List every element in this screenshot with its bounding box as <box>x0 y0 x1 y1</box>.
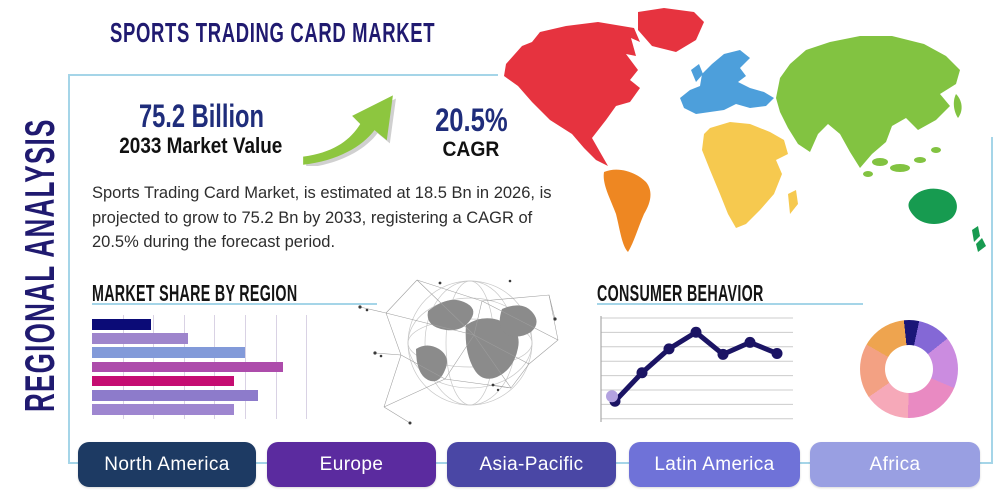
section-title-consumer-behavior: CONSUMER BEHAVIOR <box>597 280 764 306</box>
frame-line-right <box>991 137 993 464</box>
market-value-stat: 75.2 Billion 2033 Market Value <box>95 98 307 159</box>
page-title: SPORTS TRADING CARD MARKET <box>110 17 436 48</box>
cagr-stat: 20.5% CAGR <box>412 102 530 162</box>
region-button-asia-pacific[interactable]: Asia-Pacific <box>447 442 616 487</box>
line-chart-consumer-behavior <box>600 316 793 422</box>
cagr-caption: CAGR <box>442 138 500 161</box>
map-north-america <box>504 22 640 166</box>
map-island <box>890 164 910 172</box>
map-madagascar <box>788 190 798 214</box>
market-value: 75.2 Billion <box>138 98 264 134</box>
market-value-caption: 2033 Market Value <box>119 133 283 158</box>
donut-chart-region-split <box>860 320 958 418</box>
frame-line-top <box>68 74 498 76</box>
map-island <box>931 147 941 153</box>
world-map <box>504 8 986 252</box>
region-button-africa[interactable]: Africa <box>810 442 980 487</box>
map-island <box>914 157 926 163</box>
map-japan <box>953 94 962 118</box>
cagr-value: 20.5% <box>434 102 508 138</box>
map-new-zealand <box>972 226 980 242</box>
region-button-europe[interactable]: Europe <box>267 442 436 487</box>
bar-segment <box>92 404 235 415</box>
growth-arrow-icon <box>303 95 396 166</box>
network-globe-graphic <box>358 279 559 425</box>
bar-segment <box>92 333 189 344</box>
donut-hole <box>885 345 933 393</box>
section-underline <box>92 303 377 305</box>
bar-segment <box>92 319 152 330</box>
bar-segment <box>92 347 246 358</box>
bar-chart-market-share <box>92 315 311 421</box>
map-new-zealand <box>976 238 986 252</box>
bar-segment <box>92 375 235 387</box>
section-title-market-share: MARKET SHARE BY REGION <box>92 280 298 306</box>
map-europe <box>680 50 774 114</box>
map-australia <box>908 188 957 224</box>
map-south-america <box>603 169 651 252</box>
network-links <box>359 279 559 424</box>
section-underline <box>597 303 863 305</box>
region-button-latin-america[interactable]: Latin America <box>629 442 800 487</box>
side-label-vertical: REGIONAL ANALYSIS <box>16 118 63 413</box>
network-junction-dots <box>358 279 557 425</box>
map-island <box>872 158 888 166</box>
bar-gridline <box>306 315 308 419</box>
globe-continents <box>416 299 537 382</box>
frame-line-left <box>68 74 70 464</box>
map-greenland <box>638 8 704 52</box>
map-africa <box>702 122 788 228</box>
bar-segment <box>92 361 283 373</box>
market-description: Sports Trading Card Market, is estimated… <box>92 184 552 251</box>
map-island <box>863 171 873 177</box>
map-british-isles <box>691 64 703 82</box>
region-button-north-america[interactable]: North America <box>78 442 256 487</box>
bar-segment <box>92 390 259 401</box>
map-asia <box>776 36 960 168</box>
